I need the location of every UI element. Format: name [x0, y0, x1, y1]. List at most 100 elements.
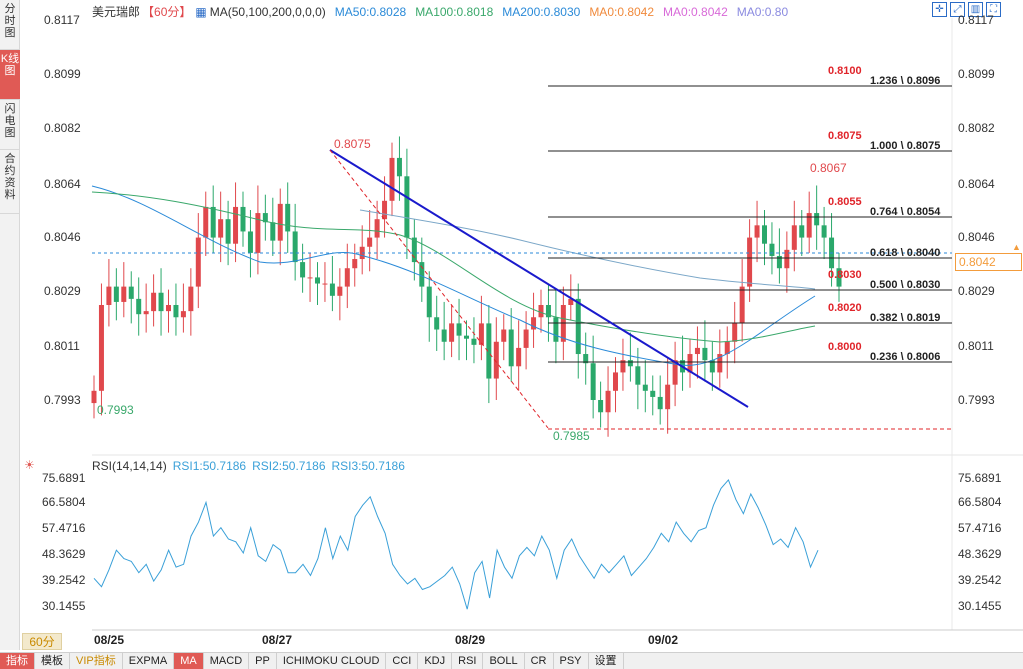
fib-anchor-line: [329, 149, 549, 429]
candle-body: [702, 347, 708, 361]
candle-body: [166, 305, 171, 312]
chart-type-icon[interactable]: ▥: [968, 2, 983, 17]
trendline: [329, 149, 749, 408]
candle-body: [113, 286, 119, 302]
period-button[interactable]: 60分: [22, 633, 62, 650]
candle-body: [456, 323, 462, 336]
candle-body: [650, 390, 656, 397]
indicator-tab[interactable]: CCI: [386, 653, 419, 669]
indicator-tab[interactable]: PP: [249, 653, 277, 669]
indicator-tab[interactable]: EXPMA: [123, 653, 175, 669]
candle-body: [270, 222, 276, 241]
candle-body: [218, 219, 224, 238]
date-label: 08/25: [94, 633, 125, 647]
candle-body: [635, 366, 641, 385]
rsi-line: [93, 478, 819, 610]
candle-body: [672, 360, 678, 385]
price-tick: 0.7993: [44, 393, 81, 407]
indicator-tab[interactable]: RSI: [452, 653, 484, 669]
indicator-tab[interactable]: BOLL: [483, 653, 525, 669]
price-tick: 0.8064: [958, 177, 995, 191]
indicator-tab[interactable]: 指标: [0, 653, 35, 669]
crosshair-icon[interactable]: ✛: [932, 2, 947, 17]
candle-body: [292, 231, 298, 263]
ma200-value: MA200:0.8030: [502, 5, 581, 19]
candle-body: [657, 396, 663, 410]
candle-body: [344, 268, 350, 287]
price-tick: 0.8011: [958, 339, 994, 353]
candle-body: [590, 363, 596, 400]
indicator-settings-icon[interactable]: ☀: [24, 458, 35, 472]
rsi2-value: RSI2:50.7186: [252, 459, 326, 473]
start-price-label: 0.7993: [97, 403, 134, 417]
tab-flash-chart[interactable]: 闪电图: [0, 100, 20, 150]
rsi3-value: RSI3:50.7186: [331, 459, 405, 473]
candle-body: [471, 338, 477, 345]
indicator-tab[interactable]: 设置: [589, 653, 624, 669]
candle-body: [508, 329, 514, 367]
candle-body: [396, 157, 402, 177]
ma200-line: [359, 209, 816, 290]
rsi-tick: 75.6891: [958, 471, 1002, 485]
candle-body: [255, 213, 261, 253]
candle-body: [687, 354, 693, 373]
rsi-tick: 66.5804: [42, 495, 86, 509]
price-tick: 0.8029: [44, 284, 81, 298]
rsi-tick: 66.5804: [958, 495, 1002, 509]
candle-body: [575, 298, 581, 355]
indicator-tab[interactable]: 模板: [35, 653, 70, 669]
indicator-tab[interactable]: MA: [174, 653, 204, 669]
candle-body: [501, 329, 507, 342]
ma50-value: MA50:0.8028: [334, 5, 407, 19]
ma100-line: [91, 191, 816, 343]
candle-body: [233, 206, 239, 244]
candle-body: [411, 237, 417, 263]
candle-body: [732, 323, 738, 342]
candle-body: [210, 206, 216, 238]
sidebar: 分时图 K线图 闪电图 合约资料: [0, 0, 20, 650]
rsi-tick: 30.1455: [42, 599, 86, 613]
rsi-tick: 48.3629: [42, 547, 86, 561]
candle-body: [277, 203, 283, 241]
candle-body: [404, 176, 410, 238]
candle-body: [434, 317, 440, 330]
candle-body: [367, 237, 373, 247]
candle-body: [352, 259, 358, 269]
symbol-name: 美元瑞郎: [92, 5, 141, 19]
candle-body: [665, 384, 671, 410]
low-price-label: 0.7985: [553, 429, 590, 443]
candle-body: [374, 219, 380, 238]
tab-kline-chart[interactable]: K线图: [0, 50, 20, 100]
indicator-tab[interactable]: PSY: [554, 653, 589, 669]
candle-body: [583, 354, 589, 364]
candle-body: [799, 225, 805, 238]
expand-icon[interactable]: ⤢: [950, 2, 965, 17]
tab-contract-info[interactable]: 合约资料: [0, 150, 20, 214]
candle-body: [300, 262, 306, 278]
candle-body: [419, 262, 425, 287]
candle-body: [136, 298, 142, 315]
candle-body: [449, 323, 455, 342]
rsi-tick: 57.4716: [958, 521, 1002, 535]
indicator-tab[interactable]: VIP指标: [70, 653, 123, 669]
ma100-value: MA100:0.8018: [415, 5, 494, 19]
fullscreen-icon[interactable]: ⛶: [986, 2, 1001, 17]
candle-body: [836, 268, 842, 287]
candle-body: [717, 354, 723, 373]
candle-body: [322, 283, 328, 285]
chart-settings-icon[interactable]: ▦: [195, 5, 207, 19]
price-marker-icon: ▲: [1012, 242, 1021, 252]
rsi-tick: 39.2542: [958, 573, 1002, 587]
indicator-tab[interactable]: MACD: [204, 653, 250, 669]
candle-body: [486, 323, 492, 379]
tab-time-chart[interactable]: 分时图: [0, 0, 20, 50]
candle-body: [694, 347, 700, 355]
rsi-tick: 48.3629: [958, 547, 1002, 561]
indicator-tab[interactable]: KDJ: [418, 653, 453, 669]
candle-body: [180, 311, 186, 318]
indicator-tab[interactable]: CR: [525, 653, 554, 669]
candle-body: [627, 360, 633, 367]
candle-body: [776, 255, 782, 269]
indicator-tab[interactable]: ICHIMOKU CLOUD: [277, 653, 387, 669]
